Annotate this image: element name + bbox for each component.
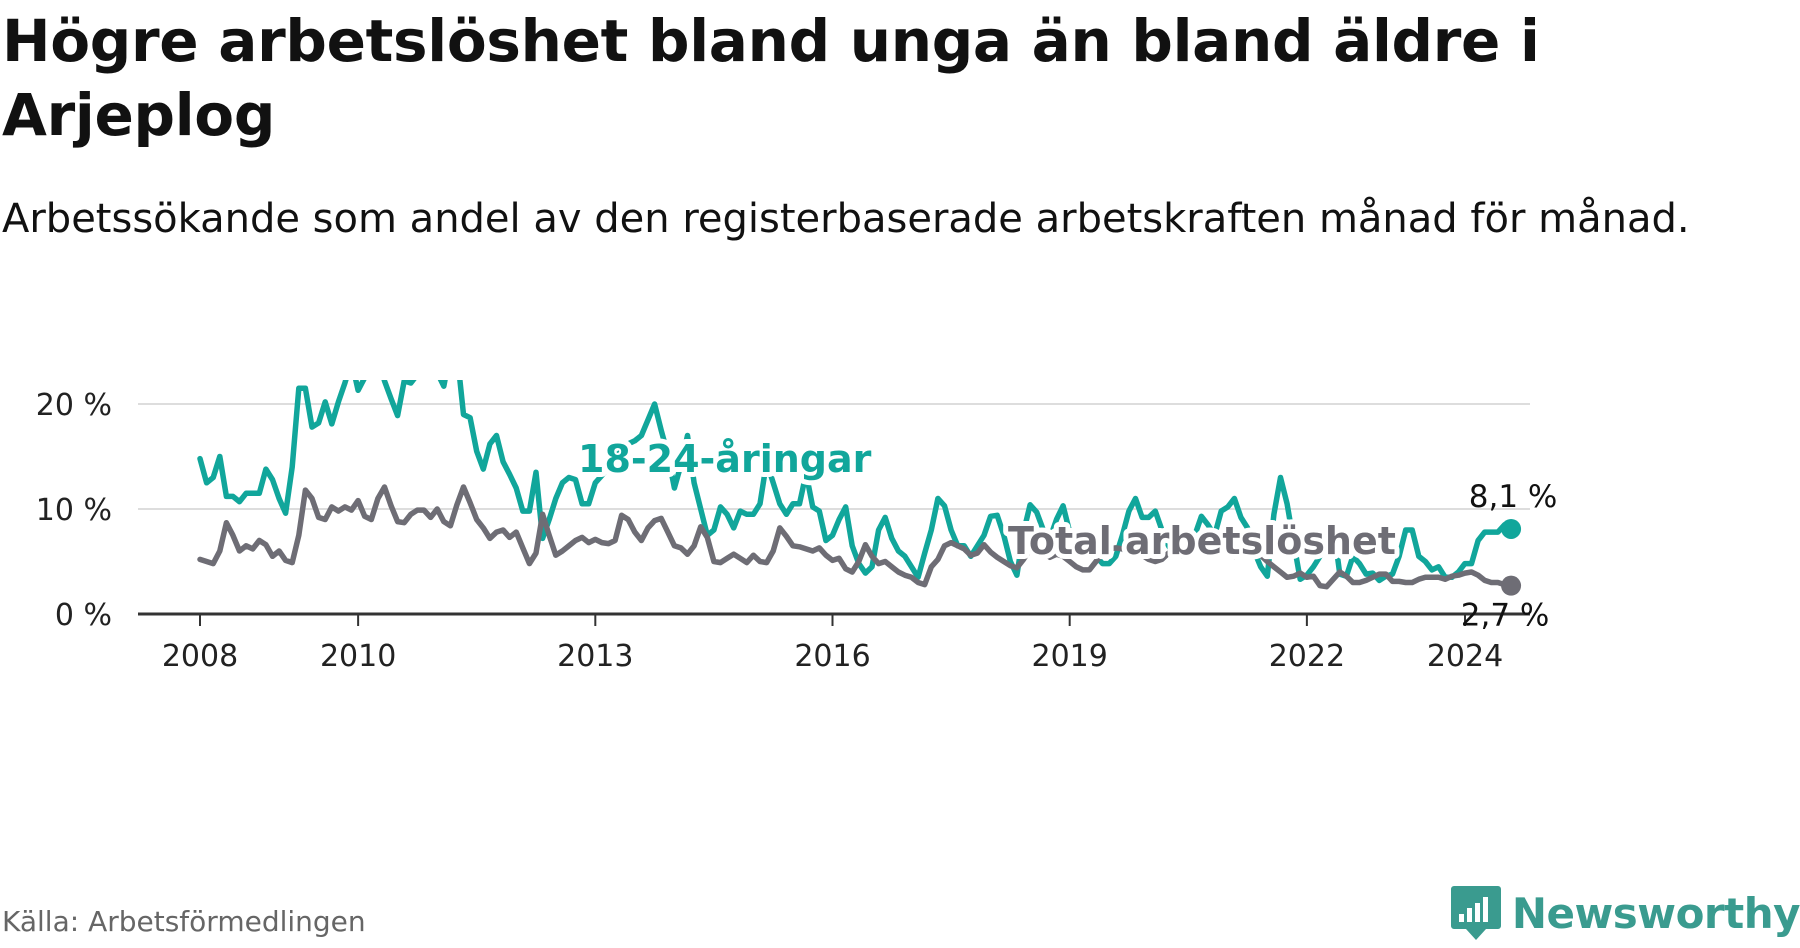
series-labels: 8,1 %2,7 %18-24-åringar18-24-åringarTota… xyxy=(573,432,1558,634)
chart-subtitle: Arbetssökande som andel av den registerb… xyxy=(2,196,1690,242)
y-tick-label: 20 % xyxy=(36,388,112,423)
series-label-halo-1: Total arbetslöshet xyxy=(1008,519,1396,563)
series-end-marker-0 xyxy=(1501,518,1522,539)
newsworthy-logo-icon xyxy=(1450,886,1501,940)
x-axis-ticks: 2008 2010 2013 2016 2019 2022 2024 xyxy=(162,614,1503,674)
series-label-1: Total arbetslöshet xyxy=(1008,519,1396,563)
series-label-halo-0: 18-24-åringar xyxy=(578,437,872,481)
line-chart: 0 % 10 % 20 % 2008 2010 2013 2016 2019 2022 2024… xyxy=(36,380,1558,674)
series-lines xyxy=(197,380,1522,596)
x-tick-label: 2024 xyxy=(1427,639,1503,674)
end-value-label-young: 8,1 % xyxy=(1469,479,1558,515)
y-tick-label: 10 % xyxy=(36,493,112,528)
x-tick-label: 2019 xyxy=(1032,639,1108,674)
x-tick-label: 2013 xyxy=(557,639,633,674)
series-line-1 xyxy=(197,484,1514,590)
brand-name: Newsworthy xyxy=(1511,888,1800,938)
end-value-label-total: 2,7 % xyxy=(1461,598,1550,634)
x-tick-label: 2022 xyxy=(1269,639,1345,674)
source-note: Källa: Arbetsförmedlingen xyxy=(2,905,366,938)
x-tick-label: 2008 xyxy=(162,639,238,674)
series-end-marker-1 xyxy=(1501,575,1522,596)
series-line-0 xyxy=(197,380,1514,584)
x-tick-label: 2016 xyxy=(794,639,870,674)
gridlines xyxy=(138,403,1530,510)
chart-title: Högre arbetslöshet bland unga än bland ä… xyxy=(2,7,1540,149)
y-axis-ticks: 0 % 10 % 20 % xyxy=(36,388,112,633)
series-label-0: 18-24-åringar xyxy=(578,437,872,481)
brand-logo[interactable]: Newsworthy xyxy=(1450,884,1800,942)
x-tick-label: 2010 xyxy=(320,639,396,674)
y-tick-label: 0 % xyxy=(55,598,112,633)
